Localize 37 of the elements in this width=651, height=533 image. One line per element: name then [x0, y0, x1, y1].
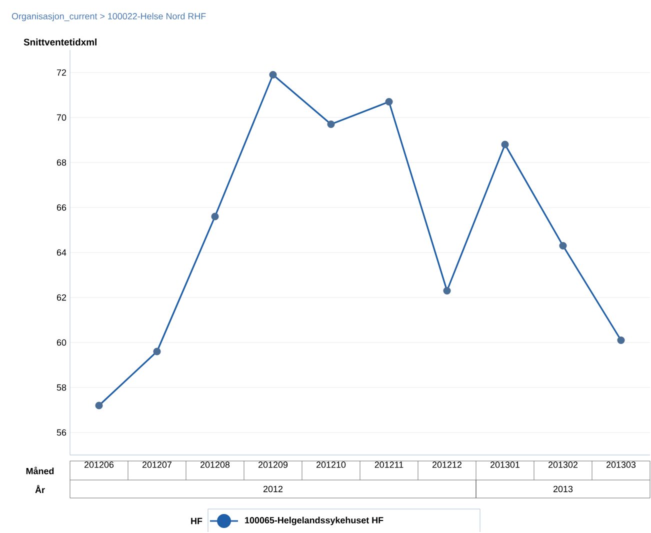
text: 2012 [263, 486, 283, 492]
y-tick-label: 60 [56, 339, 66, 346]
y-tick-label: 58 [56, 384, 66, 391]
text: År [35, 485, 45, 493]
point [443, 286, 451, 295]
y-tick-label: 66 [56, 204, 66, 211]
point [95, 402, 103, 410]
x-tick-label: 201208 [200, 462, 230, 468]
point [327, 120, 335, 128]
point [559, 242, 567, 250]
x-tick-label: 201210 [316, 462, 346, 468]
point [501, 140, 509, 148]
x-tick-label: 201301 [490, 462, 520, 468]
y-tick-label: 70 [56, 114, 66, 121]
legend-title: HF [191, 518, 202, 524]
point [617, 336, 625, 344]
point [385, 98, 393, 106]
x-tick-label: 201211 [374, 462, 404, 468]
y-tick-label: 64 [56, 249, 66, 256]
x-axis-title: Måned [26, 466, 54, 474]
chart-title: Organisasjon_current > 100022-Helse Nord RHF [12, 12, 206, 22]
y-axis-title: Snittventetidxml [24, 38, 96, 46]
y-tick-label: 56 [56, 429, 66, 436]
x-tick-label: 201206 [84, 462, 114, 468]
x-tick-label: 201209 [258, 462, 288, 468]
x-tick-label: 201302 [548, 462, 578, 468]
point [153, 348, 161, 356]
point [211, 212, 219, 220]
y-tick-label: 72 [56, 69, 66, 76]
x-tick-label: 201207 [142, 462, 172, 468]
text: 2013 [553, 486, 573, 492]
x-tick-label: 201303 [606, 462, 636, 468]
y-tick-label: 62 [56, 294, 66, 301]
point [269, 70, 277, 79]
legend-label: 100065-Helgelandssykehuset HF [245, 516, 384, 526]
x-tick-label: 201212 [432, 462, 462, 468]
y-tick-label: 68 [56, 159, 66, 166]
